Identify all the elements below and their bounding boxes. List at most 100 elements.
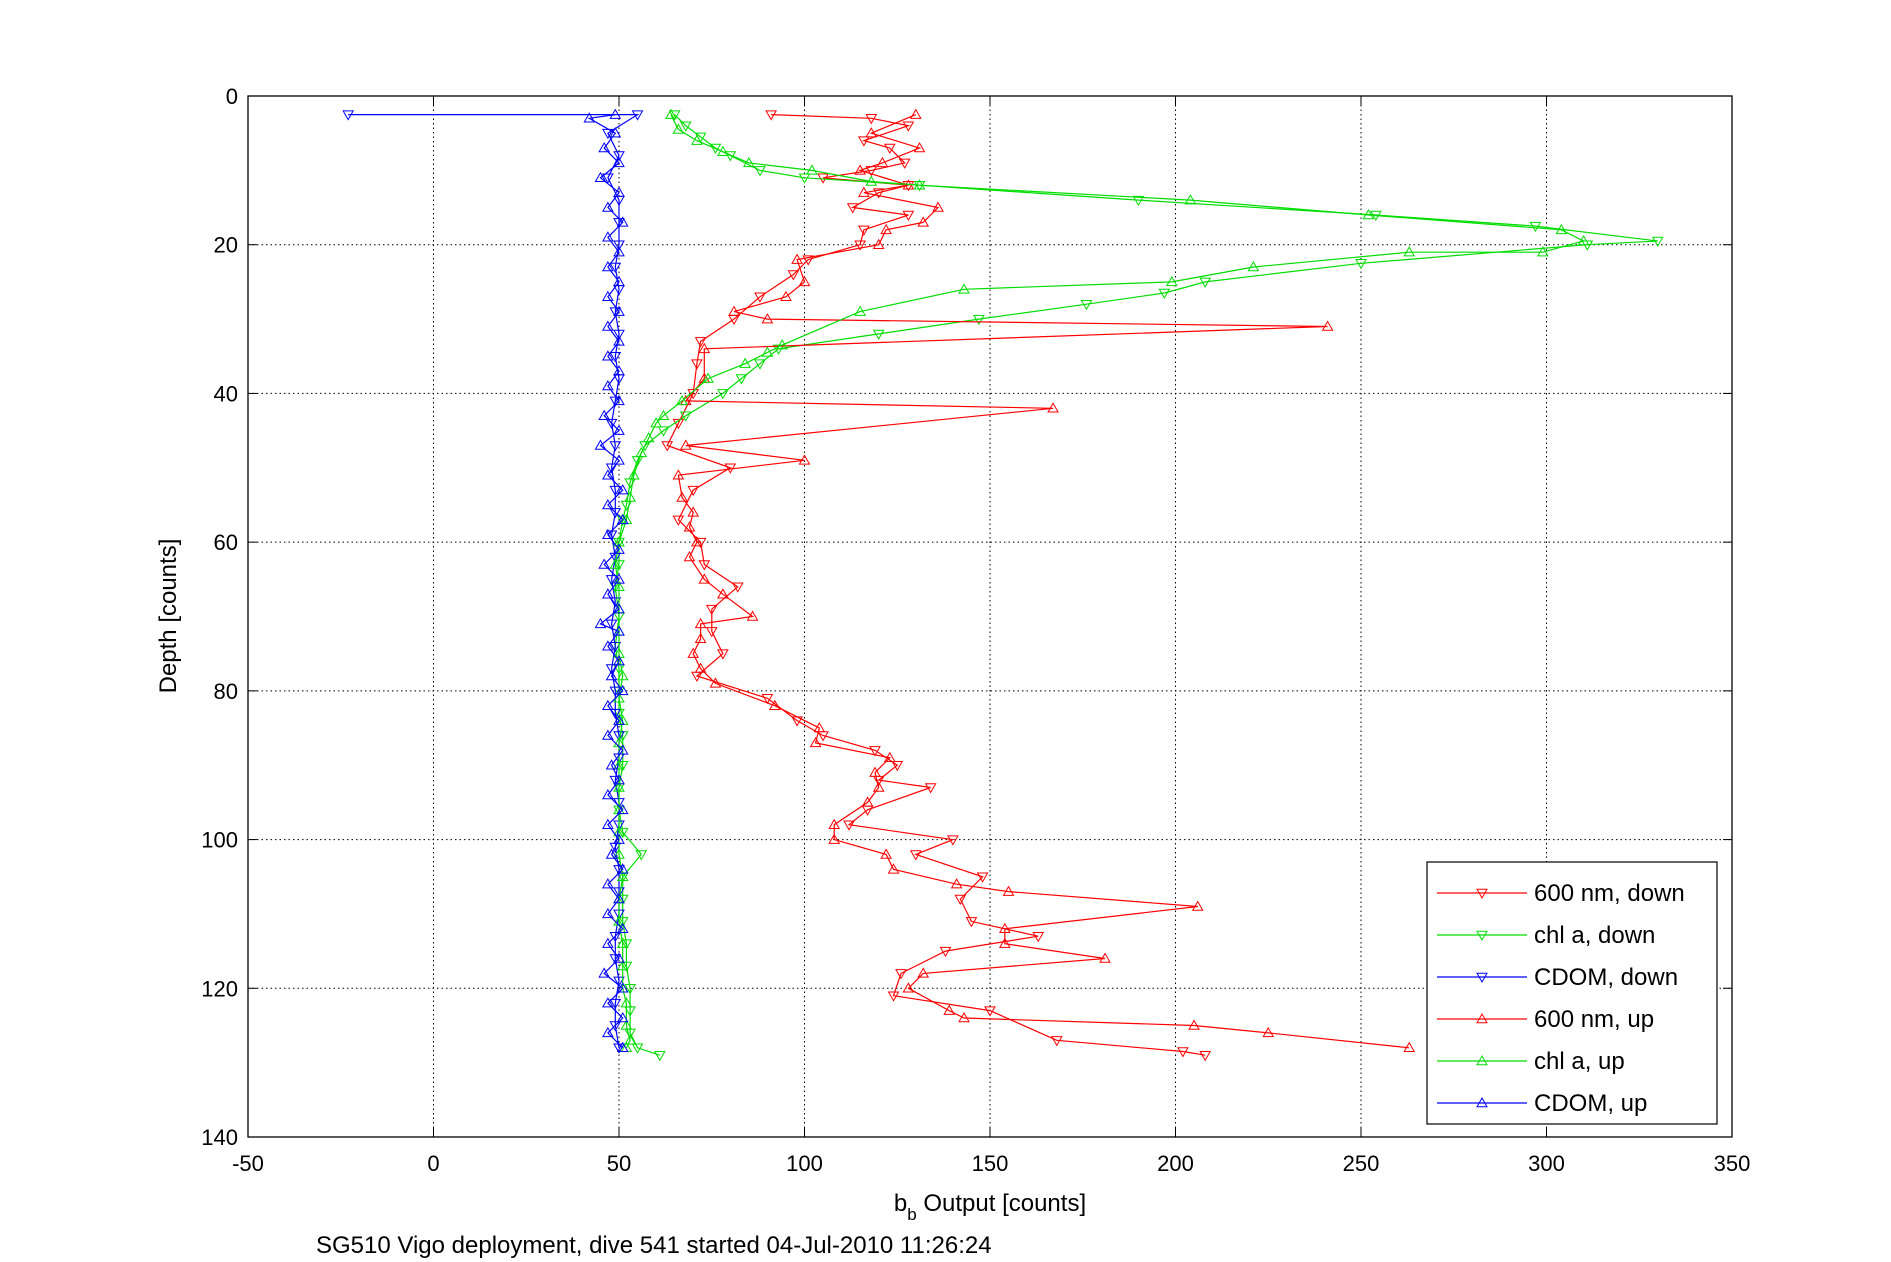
- data-point: [613, 655, 625, 666]
- data-point: [913, 142, 926, 153]
- data-point: [613, 887, 625, 898]
- data-point: [843, 820, 855, 831]
- data-point: [1355, 259, 1367, 270]
- data-point: [613, 365, 625, 376]
- data-point: [605, 463, 618, 474]
- data-point: [613, 424, 625, 435]
- legend-label: chl a, up: [1534, 1048, 1625, 1075]
- data-point: [616, 515, 629, 526]
- data-point: [624, 491, 636, 502]
- x-tick-label: 50: [607, 1151, 631, 1176]
- data-point: [616, 760, 629, 772]
- data-point: [616, 937, 629, 948]
- legend-item: CDOM, up: [1437, 1090, 1647, 1117]
- data-point: [694, 662, 707, 673]
- data-point: [683, 521, 696, 532]
- y-tick-label: 0: [226, 84, 238, 109]
- data-point: [698, 342, 711, 354]
- data-point: [609, 352, 622, 363]
- data-point: [702, 372, 714, 383]
- data-point: [613, 731, 625, 742]
- data-point: [613, 560, 625, 571]
- y-axis-label: Depth [counts]: [155, 539, 182, 694]
- data-point: [609, 1021, 622, 1032]
- data-point: [616, 513, 629, 525]
- x-axis-label: bb Output [counts]: [894, 1190, 1086, 1224]
- data-point: [624, 1034, 636, 1045]
- data-point: [609, 775, 622, 787]
- data-point: [613, 952, 625, 963]
- data-point: [616, 1041, 629, 1053]
- data-point: [679, 121, 692, 132]
- data-point: [1199, 1050, 1212, 1062]
- data-point: [705, 604, 718, 616]
- x-tick-label: -50: [232, 1151, 264, 1176]
- data-point: [602, 818, 614, 829]
- data-point: [613, 893, 625, 904]
- legend-swatch-marker: [1476, 1096, 1488, 1108]
- data-point: [768, 699, 781, 710]
- data-point: [1050, 1036, 1063, 1047]
- legend-item: CDOM, down: [1437, 964, 1678, 991]
- y-tick-label: 100: [201, 828, 238, 853]
- y-tick-label: 40: [214, 381, 238, 406]
- data-point: [791, 253, 803, 264]
- data-point: [1403, 1041, 1416, 1053]
- data-point: [854, 240, 867, 251]
- data-point: [598, 142, 611, 153]
- data-point: [672, 515, 685, 526]
- data-point: [613, 647, 625, 658]
- data-point: [602, 469, 614, 480]
- data-point: [1002, 885, 1015, 896]
- legend-label: CDOM, down: [1534, 964, 1678, 991]
- x-tick-label: 350: [1714, 1151, 1751, 1176]
- data-point: [602, 379, 614, 391]
- data-point: [776, 339, 789, 350]
- data-point: [602, 640, 614, 651]
- x-tick-label: 0: [427, 1151, 439, 1176]
- data-point: [613, 543, 625, 554]
- data-point: [1529, 221, 1542, 233]
- legend-item: 600 nm, down: [1437, 880, 1685, 907]
- data-point: [1581, 240, 1594, 251]
- data-point: [872, 188, 885, 199]
- data-point: [965, 917, 978, 928]
- data-point: [1555, 223, 1568, 235]
- data-point: [605, 575, 618, 586]
- data-point: [780, 290, 792, 302]
- data-point: [620, 997, 633, 1008]
- legend-label: 600 nm, up: [1534, 1006, 1654, 1033]
- data-point: [872, 781, 885, 792]
- data-point: [616, 744, 629, 755]
- data-point: [602, 729, 614, 740]
- data-point: [1158, 288, 1171, 300]
- data-point: [672, 469, 685, 480]
- data-point: [754, 292, 766, 303]
- caption-text: SG510 Vigo deployment, dive 541 started …: [316, 1232, 992, 1259]
- data-point: [613, 826, 625, 837]
- data-point: [613, 848, 625, 859]
- data-point: [1651, 236, 1664, 248]
- data-point: [605, 664, 618, 675]
- data-point: [609, 108, 622, 119]
- data-point: [846, 203, 859, 214]
- data-point: [880, 223, 892, 235]
- legend-swatch-marker: [1476, 1054, 1488, 1066]
- data-point: [958, 283, 970, 294]
- data-point: [627, 469, 640, 480]
- x-tick-label: 150: [972, 1151, 1009, 1176]
- data-point: [913, 179, 926, 190]
- data-point: [772, 344, 785, 355]
- data-point: [602, 528, 614, 539]
- data-point: [605, 759, 618, 770]
- legend-swatch-marker: [1476, 888, 1488, 900]
- legend-item: chl a, up: [1437, 1048, 1625, 1075]
- data-point: [687, 647, 700, 658]
- data-point: [761, 694, 774, 705]
- data-point: [883, 751, 896, 763]
- data-point: [613, 625, 625, 636]
- data-point: [1032, 931, 1045, 943]
- data-point: [598, 558, 611, 569]
- data-point: [613, 833, 625, 844]
- series-cdom-up: [583, 108, 629, 1053]
